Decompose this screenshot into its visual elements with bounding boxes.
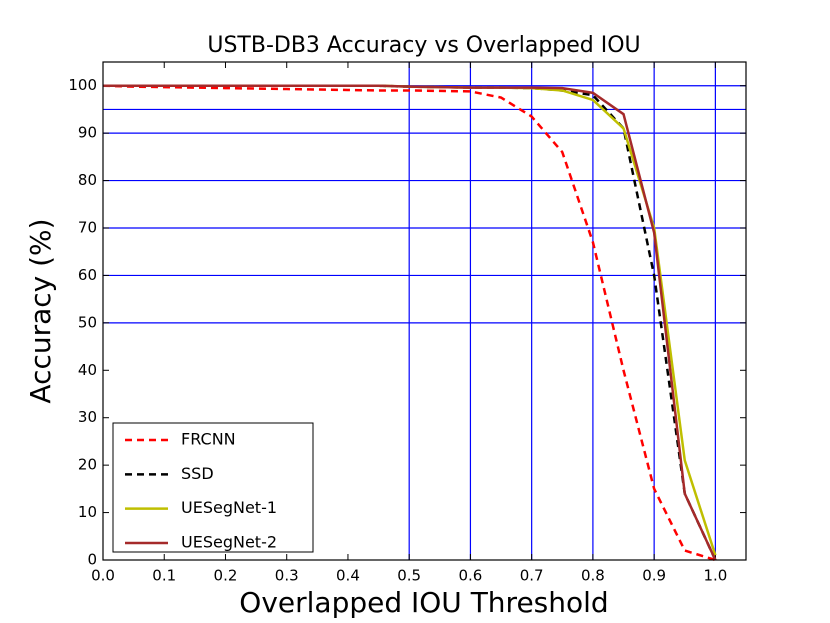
- y-tick-label: 100: [68, 76, 97, 94]
- x-axis-label: Overlapped IOU Threshold: [239, 586, 608, 619]
- legend-label: FRCNN: [181, 430, 236, 449]
- chart-title: USTB-DB3 Accuracy vs Overlapped IOU: [207, 33, 640, 58]
- x-tick-label: 0.4: [336, 567, 360, 585]
- x-tick-label: 0.2: [214, 567, 238, 585]
- y-tick-label: 80: [78, 171, 97, 189]
- y-tick-label: 90: [78, 124, 97, 142]
- y-tick-label: 60: [78, 266, 97, 284]
- y-tick-label: 30: [78, 408, 97, 426]
- y-tick-label: 50: [78, 313, 97, 331]
- series-line: [103, 84, 717, 561]
- y-tick-label: 70: [78, 219, 97, 237]
- y-tick-label: 20: [78, 456, 97, 474]
- x-tick-label: 0.0: [91, 567, 115, 585]
- x-tick-label: 0.7: [520, 567, 544, 585]
- y-axis-label: Accuracy (%): [24, 218, 57, 403]
- x-tick-label: 0.1: [152, 567, 176, 585]
- series-line: [102, 84, 716, 562]
- y-tick-label: 0: [87, 551, 97, 569]
- legend-label: UESegNet-1: [181, 498, 277, 517]
- legend-label: UESegNet-2: [181, 533, 277, 552]
- y-tick-label: 10: [78, 503, 97, 521]
- y-tick-label: 40: [78, 361, 97, 379]
- x-tick-label: 0.3: [275, 567, 299, 585]
- plot-frame: [102, 61, 747, 561]
- x-tick-label: 0.5: [397, 567, 421, 585]
- legend-box: [112, 422, 314, 553]
- x-tick-label: 0.8: [581, 567, 605, 585]
- x-tick-label: 0.6: [458, 567, 482, 585]
- x-tick-label: 0.9: [642, 567, 666, 585]
- legend-label: SSD: [181, 464, 214, 483]
- x-tick-label: 1.0: [703, 567, 727, 585]
